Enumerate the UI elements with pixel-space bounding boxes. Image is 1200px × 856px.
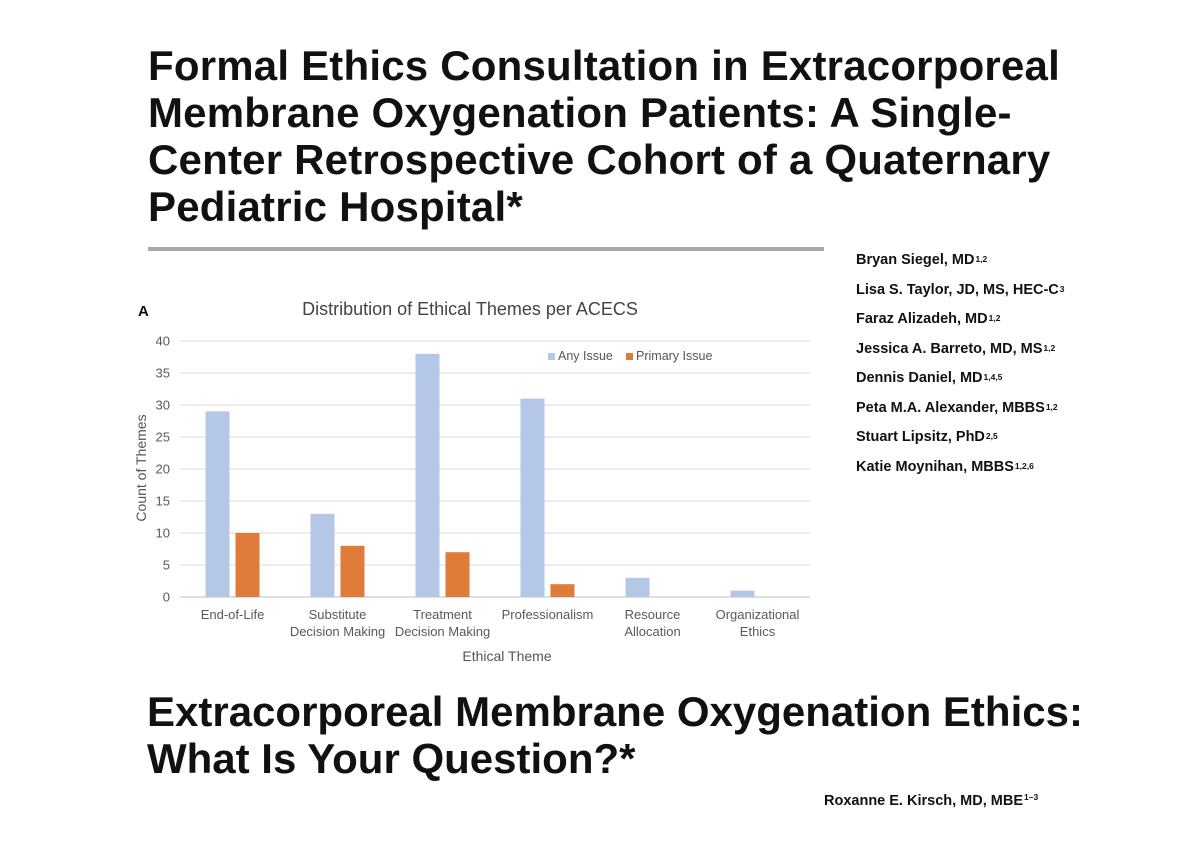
y-tick-label: 35: [156, 366, 170, 381]
x-tick-label: Substitute Decision Making: [290, 607, 385, 639]
author-item: Peta M.A. Alexander, MBBS1,2: [856, 399, 1058, 416]
y-tick-label: 0: [163, 590, 170, 605]
legend-swatch-any-issue: [548, 353, 555, 360]
bar-any-issue: [310, 513, 335, 597]
bar-any-issue: [205, 411, 230, 597]
bar-primary-issue: [445, 552, 470, 597]
bar-primary-issue: [550, 584, 575, 597]
bar-primary-issue: [235, 533, 260, 597]
bar-any-issue: [730, 590, 755, 597]
bar-primary-issue: [340, 545, 365, 597]
y-tick-label: 15: [156, 494, 170, 509]
author-item: Bryan Siegel, MD1,2: [856, 252, 988, 268]
panel-label: A: [138, 303, 149, 320]
article-1-author-list: Bryan Siegel, MD1,2 Lisa S. Taylor, JD, …: [856, 246, 1186, 482]
x-tick-label: Organizational Ethics: [716, 607, 800, 639]
y-tick-label: 10: [156, 526, 170, 541]
chart-title: Distribution of Ethical Themes per ACECS: [302, 299, 638, 319]
y-axis-label: Count of Themes: [133, 414, 149, 521]
legend-label-any-issue: Any Issue: [558, 349, 613, 363]
y-tick-label: 5: [163, 558, 170, 573]
x-axis-label: Ethical Theme: [462, 648, 551, 664]
y-tick-label: 20: [156, 462, 170, 477]
x-tick-label: Treatment Decision Making: [395, 607, 490, 639]
author-item: Jessica A. Barreto, MD, MS1,2: [856, 340, 1056, 357]
article-2-title: Extracorporeal Membrane Oxygenation Ethi…: [147, 688, 1083, 782]
article-2-author: Roxanne E. Kirsch, MD, MBE1–3: [824, 792, 1039, 809]
author-item: Katie Moynihan, MBBS1,2,6: [856, 458, 1034, 475]
author-item: Stuart Lipsitz, PhD2,5: [856, 429, 998, 445]
bar-any-issue: [520, 398, 545, 597]
legend-swatch-primary-issue: [626, 353, 633, 360]
y-tick-label: 40: [156, 334, 170, 349]
author-item: Dennis Daniel, MD1,4,5: [856, 370, 1003, 386]
y-tick-label: 30: [156, 398, 170, 413]
x-tick-label: Professionalism: [502, 607, 594, 622]
author-item: Lisa S. Taylor, JD, MS, HEC-C3: [856, 281, 1065, 298]
x-tick-label: End-of-Life: [201, 607, 265, 622]
bar-any-issue: [625, 577, 650, 597]
article-1-title: Formal Ethics Consultation in Extracorpo…: [148, 42, 1060, 230]
ethical-themes-bar-chart: A Distribution of Ethical Themes per ACE…: [133, 299, 810, 664]
author-item: Faraz Alizadeh, MD1,2: [856, 311, 1001, 327]
legend-label-primary-issue: Primary Issue: [636, 349, 712, 363]
x-tick-label: Resource Allocation: [624, 607, 680, 639]
title-divider: [148, 247, 824, 251]
y-tick-label: 25: [156, 430, 170, 445]
bar-any-issue: [415, 353, 440, 597]
